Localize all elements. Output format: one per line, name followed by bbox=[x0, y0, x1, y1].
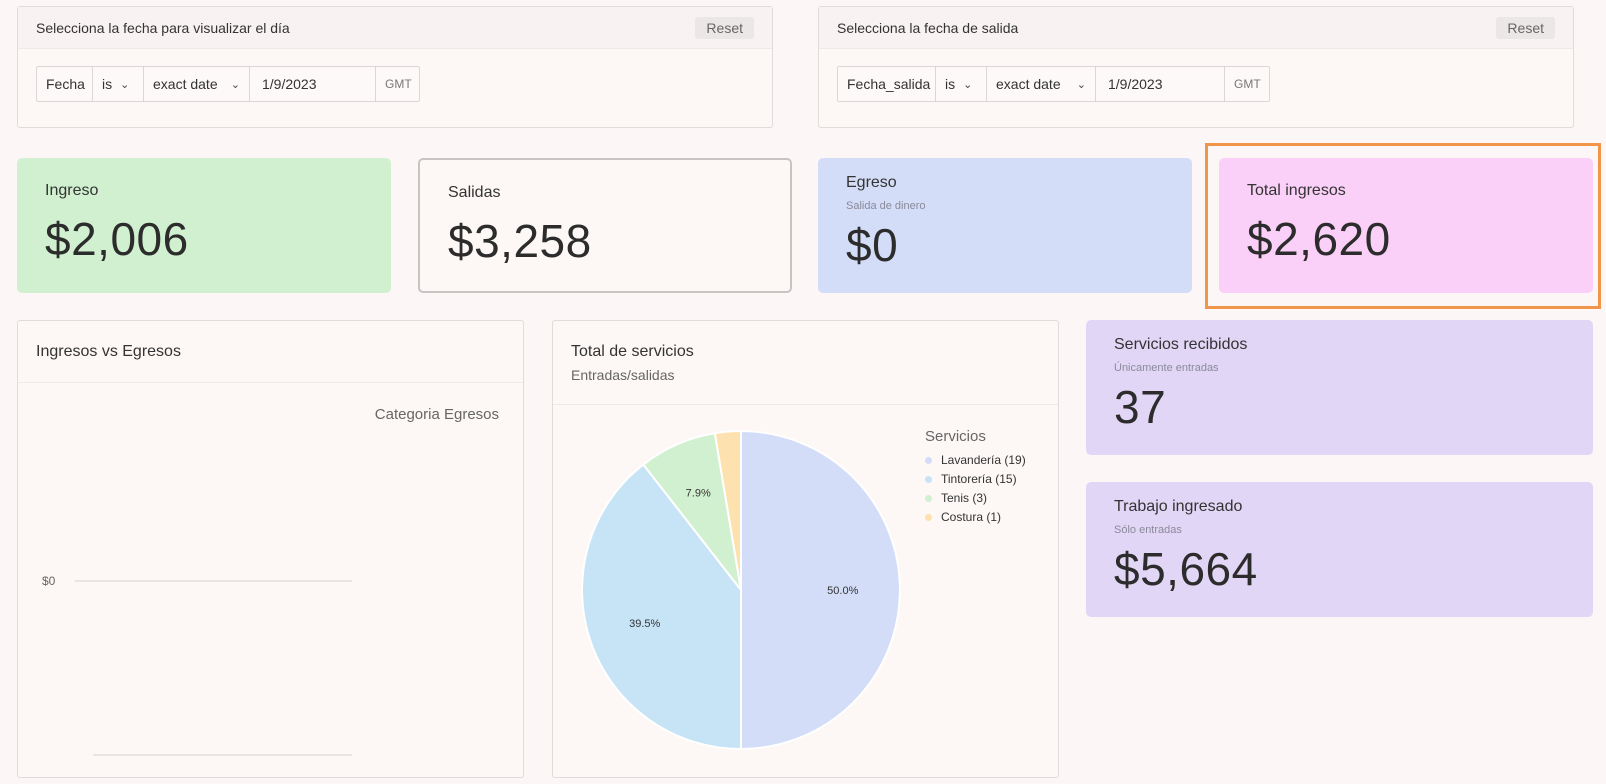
pie-slice[interactable] bbox=[713, 429, 742, 591]
divider bbox=[553, 404, 1058, 405]
departure-timezone-label: GMT bbox=[1234, 77, 1261, 91]
legend-item[interactable]: Lavandería (19) bbox=[925, 453, 1026, 467]
chevron-down-icon: ⌄ bbox=[120, 78, 130, 91]
legend-dot bbox=[925, 494, 932, 502]
y-tick-label: $0 bbox=[42, 574, 56, 588]
kpi-value: $5,664 bbox=[1114, 543, 1258, 595]
departure-operator-select[interactable]: is ⌄ bbox=[936, 67, 987, 101]
departure-filter-row: Fecha_salida is ⌄ exact date ⌄ 1/9/2023 GM… bbox=[837, 66, 1270, 102]
legend-dot bbox=[925, 475, 932, 483]
legend-item[interactable]: Tintorería (15) bbox=[925, 472, 1026, 486]
legend-title: Servicios bbox=[925, 428, 986, 445]
legend-label: Costura (1) bbox=[941, 510, 1002, 524]
kpi-subtitle: Sólo entradas bbox=[1114, 524, 1182, 536]
kpi-title: Egreso bbox=[846, 174, 897, 191]
day-filter-panel: Selecciona la fecha para visualizar el d… bbox=[17, 6, 773, 128]
kpi-value: 37 bbox=[1114, 381, 1167, 433]
kpi-total-ingresos: Total ingresos $2,620 bbox=[1219, 158, 1593, 293]
chart-subtitle: Entradas/salidas bbox=[571, 367, 675, 383]
departure-operator-label: is bbox=[945, 76, 956, 92]
kpi-servicios-recibidos: Servicios recibidos Únicamente entradas … bbox=[1086, 320, 1593, 455]
chart-header: Ingresos vs Egresos bbox=[18, 321, 523, 361]
day-mode-label: exact date bbox=[153, 76, 218, 92]
kpi-trabajo-ingresado: Trabajo ingresado Sólo entradas $5,664 bbox=[1086, 482, 1593, 617]
day-field-label: Fecha bbox=[46, 76, 85, 92]
kpi-title: Salidas bbox=[448, 184, 501, 201]
day-filter-title: Selecciona la fecha para visualizar el d… bbox=[36, 19, 290, 36]
day-date-input[interactable]: 1/9/2023 bbox=[250, 67, 376, 101]
day-date-value: 1/9/2023 bbox=[262, 76, 317, 92]
kpi-value: $0 bbox=[846, 219, 899, 271]
departure-date-value: 1/9/2023 bbox=[1108, 76, 1163, 92]
chart-header: Total de servicios Entradas/salidas bbox=[553, 321, 1058, 383]
pie-data-label: 50.0% bbox=[827, 585, 858, 597]
departure-field-select[interactable]: Fecha_salida bbox=[838, 67, 936, 101]
kpi-egreso: Egreso Salida de dinero $0 bbox=[818, 158, 1192, 293]
pie-data-label: 7.9% bbox=[686, 487, 711, 499]
pie-data-label: 39.5% bbox=[629, 618, 660, 630]
kpi-title: Servicios recibidos bbox=[1114, 336, 1248, 353]
departure-field-label: Fecha_salida bbox=[847, 76, 931, 92]
highlight-box bbox=[1205, 143, 1601, 309]
kpi-value: $3,258 bbox=[448, 215, 592, 267]
day-operator-select[interactable]: is ⌄ bbox=[93, 67, 144, 101]
legend-label: Tenis (3) bbox=[941, 491, 988, 505]
chevron-down-icon: ⌄ bbox=[963, 78, 973, 91]
kpi-value: $2,620 bbox=[1247, 213, 1391, 265]
total-servicios-panel: Total de servicios Entradas/salidas 50.0… bbox=[552, 320, 1059, 778]
departure-mode-select[interactable]: exact date ⌄ bbox=[987, 67, 1096, 101]
legend-dot bbox=[925, 513, 932, 521]
legend-label: Lavandería (19) bbox=[941, 453, 1026, 467]
day-field-select[interactable]: Fecha bbox=[37, 67, 93, 101]
day-mode-select[interactable]: exact date ⌄ bbox=[144, 67, 250, 101]
kpi-ingreso: Ingreso $2,006 bbox=[17, 158, 391, 293]
legend-items: Lavandería (19) Tintorería (15) Tenis (3) C… bbox=[925, 453, 1026, 524]
kpi-title: Ingreso bbox=[45, 182, 99, 199]
day-reset-button[interactable]: Reset bbox=[695, 16, 754, 39]
pie-slice[interactable] bbox=[581, 463, 742, 751]
legend-item[interactable]: Costura (1) bbox=[925, 510, 1026, 524]
day-timezone-label: GMT bbox=[385, 77, 412, 91]
day-operator-label: is bbox=[102, 76, 113, 92]
pie-chart: 50.0% 39.5% 7.9% bbox=[581, 429, 901, 751]
bar-chart-area: $0 bbox=[42, 574, 352, 756]
kpi-value: $2,006 bbox=[45, 213, 189, 265]
kpi-salidas: Salidas $3,258 bbox=[418, 158, 792, 293]
kpi-subtitle: Salida de dinero bbox=[846, 200, 926, 212]
chart-title: Total de servicios bbox=[571, 343, 694, 360]
departure-filter-title: Selecciona la fecha de salida bbox=[837, 19, 1019, 36]
pie-legend: Servicios Lavandería (19) Tintorería (15)… bbox=[925, 428, 1026, 524]
chevron-down-icon: ⌄ bbox=[230, 78, 240, 91]
legend-label: Tintorería (15) bbox=[941, 472, 1017, 486]
ingresos-egresos-panel: Ingresos vs Egresos Categoria Egresos $0 bbox=[17, 320, 524, 778]
kpi-title: Trabajo ingresado bbox=[1114, 498, 1243, 515]
departure-filter-panel: Selecciona la fecha de salida Reset Fech… bbox=[818, 6, 1574, 128]
departure-mode-label: exact date bbox=[996, 76, 1061, 92]
divider bbox=[18, 382, 523, 383]
legend-title: Categoria Egresos bbox=[374, 406, 499, 423]
departure-reset-button[interactable]: Reset bbox=[1496, 16, 1555, 39]
day-filter-header: Selecciona la fecha para visualizar el d… bbox=[18, 7, 772, 49]
chevron-down-icon: ⌄ bbox=[1076, 78, 1086, 91]
departure-filter-header: Selecciona la fecha de salida Reset bbox=[819, 7, 1573, 49]
legend-dot bbox=[925, 456, 932, 464]
day-filter-row: Fecha is ⌄ exact date ⌄ 1/9/2023 GMT bbox=[36, 66, 420, 102]
departure-date-input[interactable]: 1/9/2023 bbox=[1096, 67, 1225, 101]
pie-slice[interactable] bbox=[740, 429, 901, 751]
kpi-subtitle: Únicamente entradas bbox=[1114, 362, 1219, 374]
kpi-title: Total ingresos bbox=[1247, 182, 1346, 199]
legend-item[interactable]: Tenis (3) bbox=[925, 491, 1026, 505]
chart-title: Ingresos vs Egresos bbox=[36, 343, 181, 360]
